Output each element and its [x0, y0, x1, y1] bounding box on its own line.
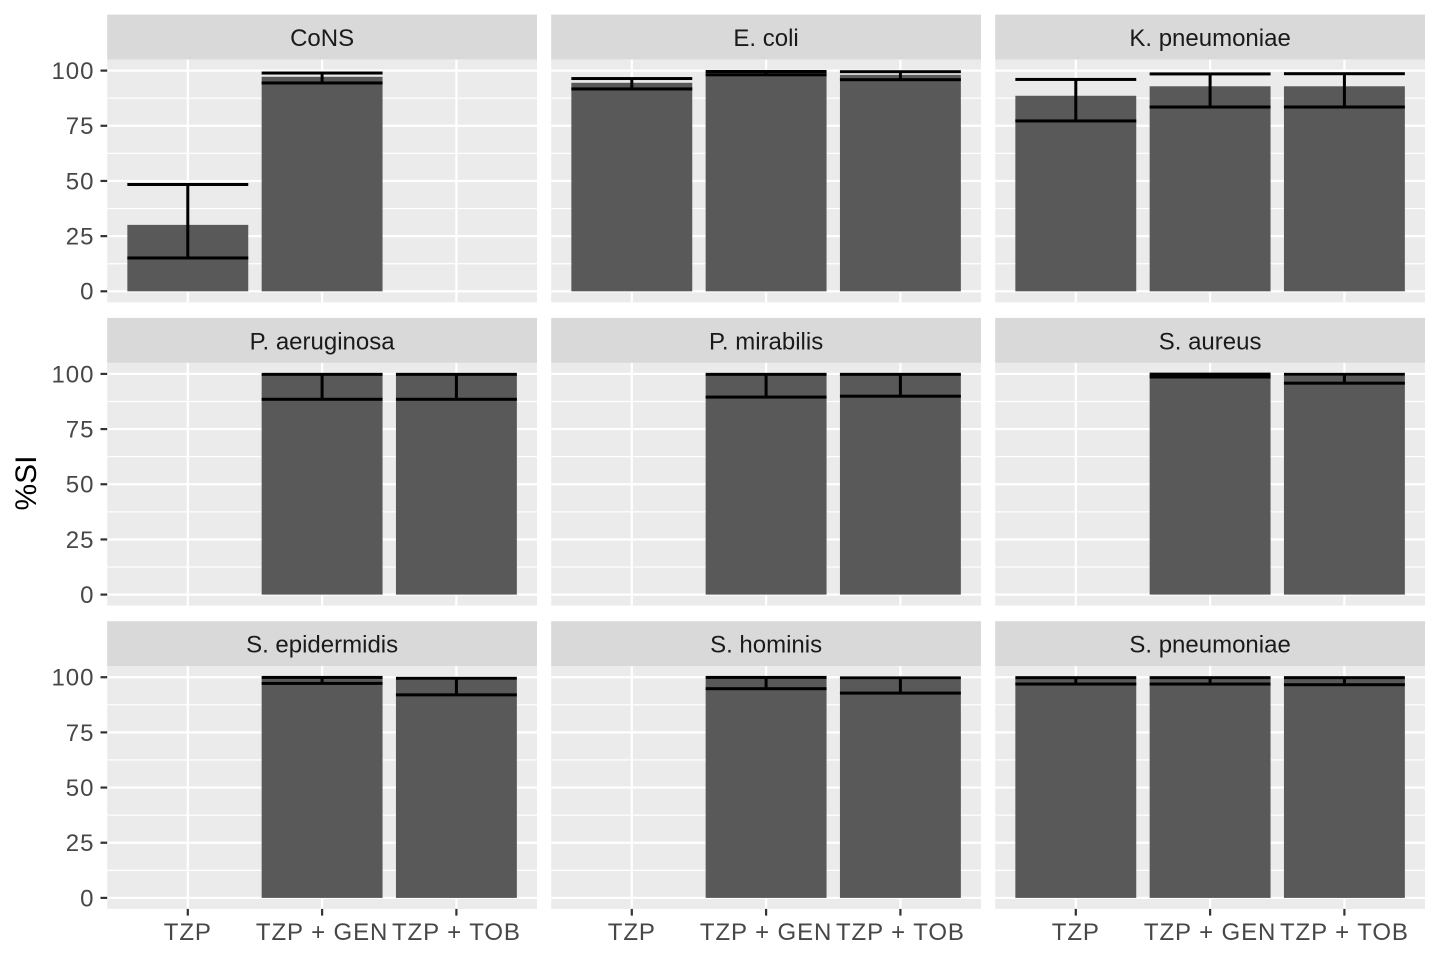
svg-text:75: 75: [66, 416, 95, 443]
svg-text:S. epidermidis: S. epidermidis: [246, 632, 398, 659]
svg-text:50: 50: [66, 168, 95, 195]
svg-text:TZP: TZP: [608, 919, 656, 946]
svg-text:S. aureus: S. aureus: [1159, 328, 1262, 355]
svg-text:E. coli: E. coli: [733, 25, 798, 52]
svg-text:75: 75: [66, 113, 95, 140]
svg-text:100: 100: [51, 361, 94, 388]
svg-text:50: 50: [66, 472, 95, 499]
svg-text:TZP + TOB: TZP + TOB: [392, 919, 521, 946]
svg-text:TZP + TOB: TZP + TOB: [1280, 919, 1409, 946]
svg-text:75: 75: [66, 720, 95, 747]
svg-text:0: 0: [80, 582, 94, 609]
svg-text:CoNS: CoNS: [290, 25, 354, 52]
svg-text:25: 25: [66, 527, 95, 554]
svg-text:100: 100: [51, 58, 94, 85]
svg-text:TZP: TZP: [1052, 919, 1100, 946]
svg-text:S. hominis: S. hominis: [710, 632, 822, 659]
svg-text:P. aeruginosa: P. aeruginosa: [250, 328, 396, 355]
svg-text:0: 0: [80, 279, 94, 306]
svg-text:TZP + GEN: TZP + GEN: [1144, 919, 1276, 946]
svg-text:25: 25: [66, 224, 95, 251]
svg-text:K. pneumoniae: K. pneumoniae: [1129, 25, 1290, 52]
svg-text:100: 100: [51, 665, 94, 692]
svg-text:TZP + GEN: TZP + GEN: [700, 919, 832, 946]
svg-text:P. mirabilis: P. mirabilis: [709, 328, 823, 355]
svg-text:%SI: %SI: [10, 455, 43, 510]
svg-text:TZP: TZP: [164, 919, 212, 946]
svg-text:TZP + GEN: TZP + GEN: [256, 919, 388, 946]
svg-text:25: 25: [66, 830, 95, 857]
svg-text:0: 0: [80, 885, 94, 912]
svg-text:TZP + TOB: TZP + TOB: [836, 919, 965, 946]
svg-text:S. pneumoniae: S. pneumoniae: [1129, 632, 1290, 659]
svg-text:50: 50: [66, 775, 95, 802]
